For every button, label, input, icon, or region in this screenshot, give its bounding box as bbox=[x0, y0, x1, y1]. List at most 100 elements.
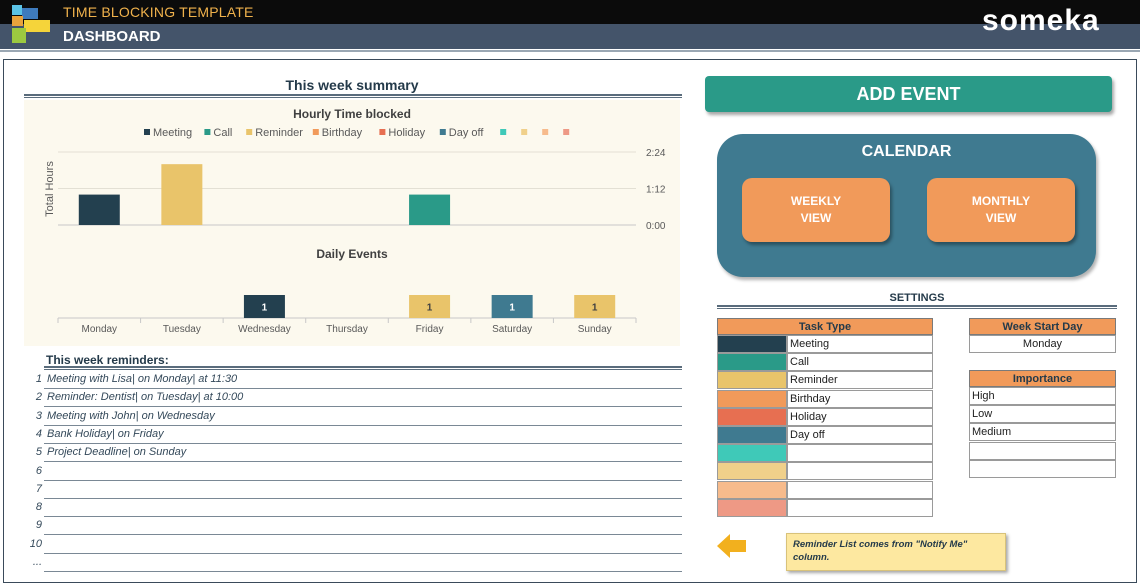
reminder-rule bbox=[44, 479, 682, 481]
x-tick-label: Friday bbox=[416, 324, 444, 335]
reminder-rule bbox=[44, 552, 682, 554]
reminder-number: 10 bbox=[29, 537, 42, 550]
settings-divider bbox=[717, 305, 1117, 309]
reminder-text: Bank Holiday| on Friday bbox=[47, 427, 164, 440]
daily-bar bbox=[491, 295, 533, 318]
reminder-rule bbox=[44, 461, 682, 463]
reminder-row: 10 bbox=[24, 536, 682, 554]
task-color-swatch[interactable] bbox=[717, 407, 787, 426]
task-color-swatch[interactable] bbox=[717, 371, 787, 390]
page-title: DASHBOARD bbox=[63, 28, 161, 45]
importance-cell[interactable] bbox=[969, 459, 1116, 478]
app-title: TIME BLOCKING TEMPLATE bbox=[63, 4, 254, 20]
legend-swatch bbox=[439, 129, 446, 135]
reminder-rule bbox=[44, 406, 682, 408]
importance-cell[interactable]: Medium bbox=[969, 423, 1116, 442]
reminder-number: ... bbox=[32, 556, 42, 568]
reminder-number: 3 bbox=[35, 409, 42, 422]
brand-logo-text[interactable]: someka bbox=[982, 4, 1100, 37]
reminder-row: 3 Meeting with John| on Wednesday bbox=[24, 408, 682, 426]
week-start-value[interactable]: Monday bbox=[969, 335, 1116, 353]
reminder-number: 9 bbox=[35, 519, 42, 532]
reminders-header: This week reminders: bbox=[46, 353, 169, 367]
daily-bar bbox=[243, 295, 285, 318]
importance-cell[interactable]: High bbox=[969, 387, 1116, 405]
daily-chart-title: Daily Events bbox=[316, 247, 388, 261]
x-tick-label: Monday bbox=[81, 324, 117, 335]
daily-bar bbox=[574, 295, 616, 318]
reminder-row: 5 Project Deadline| on Sunday bbox=[24, 444, 682, 463]
task-type-cell[interactable]: Call bbox=[787, 353, 933, 372]
task-color-swatch[interactable] bbox=[717, 353, 787, 372]
logo-block bbox=[12, 16, 23, 26]
add-event-button[interactable]: ADD EVENT bbox=[705, 76, 1112, 112]
reminder-number: 7 bbox=[35, 482, 42, 495]
summary-title: This week summary bbox=[285, 77, 419, 93]
reminder-number: 5 bbox=[35, 446, 42, 459]
hourly-chart-title: Hourly Time blocked bbox=[293, 107, 411, 121]
x-tick-label: Thursday bbox=[326, 324, 368, 335]
legend-label: Day off bbox=[449, 127, 485, 139]
x-tick-label: Wednesday bbox=[238, 324, 291, 335]
reminder-row: 8 bbox=[24, 499, 682, 518]
legend-swatch bbox=[144, 129, 150, 135]
legend-label: Reminder bbox=[255, 127, 303, 139]
reminder-number: 8 bbox=[35, 501, 42, 514]
y-tick-label: 0:00 bbox=[646, 221, 666, 232]
task-type-header: Task Type bbox=[717, 318, 933, 335]
weekly-view-button[interactable]: WEEKLY VIEW bbox=[742, 178, 890, 242]
task-color-swatch[interactable] bbox=[717, 426, 787, 444]
task-color-swatch[interactable] bbox=[717, 480, 787, 499]
legend-swatch bbox=[379, 129, 386, 135]
y-axis-label: Total Hours bbox=[44, 161, 56, 217]
reminder-row: 9 bbox=[24, 517, 682, 536]
task-type-cell[interactable] bbox=[787, 498, 933, 517]
monthly-view-button[interactable]: MONTHLY VIEW bbox=[927, 178, 1075, 242]
reminder-number: 2 bbox=[35, 391, 42, 404]
daily-bar-label: 1 bbox=[262, 303, 268, 314]
task-type-cell[interactable]: Reminder bbox=[787, 371, 933, 390]
task-type-cell[interactable]: Day off bbox=[787, 426, 933, 444]
reminder-row: 7 bbox=[24, 481, 682, 499]
reminder-text: Meeting with John| on Wednesday bbox=[47, 409, 215, 422]
logo-block bbox=[24, 20, 50, 32]
reminder-rule bbox=[44, 388, 682, 389]
importance-cell[interactable]: Low bbox=[969, 405, 1116, 424]
x-tick-label: Saturday bbox=[492, 324, 532, 335]
reminder-rule bbox=[44, 516, 682, 518]
task-type-cell[interactable]: Birthday bbox=[787, 389, 933, 408]
task-type-cell[interactable] bbox=[787, 462, 933, 481]
reminder-text: Project Deadline| on Sunday bbox=[47, 446, 187, 459]
logo-block bbox=[12, 28, 26, 43]
header-page-bar bbox=[0, 24, 1140, 49]
x-tick-label: Tuesday bbox=[163, 324, 201, 335]
task-type-cell[interactable] bbox=[787, 444, 933, 463]
chart-area bbox=[24, 100, 680, 346]
task-color-swatch[interactable] bbox=[717, 498, 787, 517]
weekly-view-label: WEEKLY VIEW bbox=[790, 194, 842, 225]
task-type-cell[interactable]: Holiday bbox=[787, 407, 933, 426]
legend-label: Call bbox=[213, 127, 232, 139]
reminder-rule bbox=[44, 571, 682, 572]
legend-swatch bbox=[521, 129, 528, 135]
reminder-rule bbox=[44, 497, 682, 499]
hourly-bar bbox=[409, 194, 451, 225]
legend-label: Meeting bbox=[153, 127, 192, 139]
reminder-number: 4 bbox=[35, 427, 42, 440]
logo-block bbox=[12, 5, 22, 15]
task-color-swatch[interactable] bbox=[717, 444, 787, 463]
daily-bar-label: 1 bbox=[592, 303, 598, 314]
importance-cell[interactable] bbox=[969, 441, 1116, 460]
hourly-bar bbox=[78, 194, 120, 225]
reminder-row: 6 bbox=[24, 463, 682, 481]
task-color-swatch[interactable] bbox=[717, 389, 787, 408]
task-color-swatch[interactable] bbox=[717, 462, 787, 481]
task-color-swatch[interactable] bbox=[717, 335, 787, 353]
task-type-cell[interactable]: Meeting bbox=[787, 335, 933, 353]
reminder-number: 1 bbox=[35, 373, 42, 385]
task-type-cell[interactable] bbox=[787, 480, 933, 499]
reminder-rule bbox=[44, 442, 682, 444]
legend-swatch bbox=[204, 129, 211, 135]
reminder-text: Reminder: Dentist| on Tuesday| at 10:00 bbox=[47, 391, 244, 404]
daily-bar-label: 1 bbox=[509, 303, 515, 314]
